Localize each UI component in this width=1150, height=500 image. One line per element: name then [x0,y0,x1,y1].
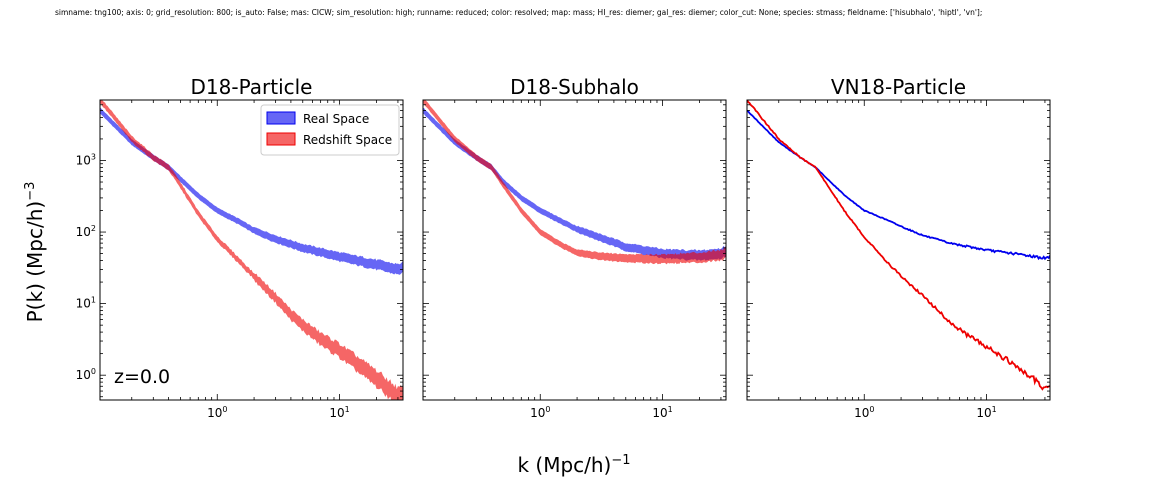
x-tick-label: 100 [854,405,874,420]
x-tick-label: 101 [976,405,996,420]
panel-title: VN18-Particle [831,75,966,99]
y-tick-label: 100 [76,367,96,382]
panel-title: D18-Subhalo [510,75,639,99]
series-band-redshift-space [100,100,403,400]
ticks [423,99,726,400]
panel-title: D18-Particle [191,75,313,99]
legend: Real Space Redshift Space [260,104,400,156]
legend-swatch-redshift-space [266,132,296,146]
x-tick-label: 100 [207,405,227,420]
y-tick-label: 103 [76,152,96,167]
series-line-redshift-space [747,100,1050,391]
legend-label-redshift-space: Redshift Space [303,133,392,147]
x-tick-label: 101 [652,405,672,420]
series-group [747,100,1050,391]
plot-frame [99,99,404,401]
series-line-real-space [747,109,1050,261]
figure-caption: simname: tng100; axis: 0; grid_resolutio… [55,8,983,17]
panel-1: D18-Particle 100 101 100 101 102 103 z=0.0 Real … [76,75,404,420]
series-group [100,100,403,400]
x-tick-label: 100 [530,405,550,420]
panel-2: D18-Subhalo 100 101 [422,75,727,420]
legend-swatch-real-space [266,111,296,125]
y-tick-label: 101 [76,296,96,311]
series-band-redshift-space [423,100,726,265]
x-tick-label: 101 [329,405,349,420]
series-group [423,100,726,265]
x-axis-label: k (Mpc/h)−1 [517,453,630,477]
ticks [747,99,1050,400]
y-axis-label: P(k) (Mpc/h)−3 [23,182,47,323]
plot-frame [422,99,727,401]
redshift-annotation: z=0.0 [114,366,170,388]
y-tick-label: 102 [76,224,96,239]
plot-frame [746,99,1051,401]
panel-3: VN18-Particle 100 101 [746,75,1051,420]
legend-label-real-space: Real Space [303,112,369,126]
series-band-real-space [423,107,726,261]
